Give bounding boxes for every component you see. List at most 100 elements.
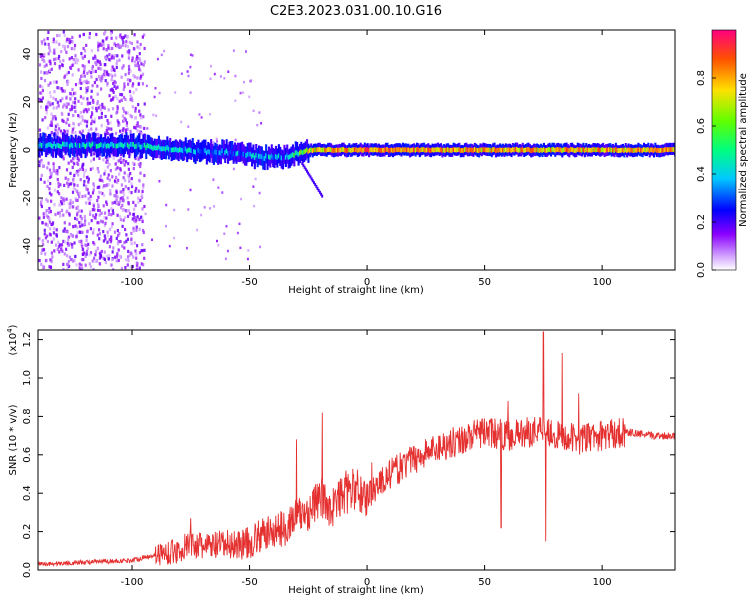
ridge-core bbox=[575, 148, 578, 153]
snr-scale-label: (x10 bbox=[8, 333, 19, 356]
noise-speck bbox=[126, 35, 129, 39]
noise-speck bbox=[67, 102, 70, 106]
ridge-core bbox=[526, 147, 529, 153]
noise-speck bbox=[50, 123, 54, 127]
noise-speck bbox=[217, 244, 220, 247]
ridge-core bbox=[471, 147, 474, 153]
noise-speck bbox=[49, 59, 52, 63]
noise-speck bbox=[63, 227, 66, 231]
noise-speck bbox=[131, 264, 134, 269]
noise-speck bbox=[74, 130, 77, 134]
noise-speck bbox=[86, 188, 89, 192]
noise-speck bbox=[126, 237, 129, 241]
noise-speck bbox=[103, 234, 106, 238]
noise-speck bbox=[58, 192, 61, 196]
noise-speck bbox=[111, 201, 114, 205]
ridge-core bbox=[338, 147, 341, 153]
noise-speck bbox=[114, 179, 117, 183]
noise-speck bbox=[44, 222, 47, 226]
ridge-tail bbox=[302, 163, 305, 167]
noise-speck bbox=[252, 109, 255, 113]
noise-speck bbox=[101, 39, 104, 43]
noise-speck bbox=[80, 239, 83, 243]
noise-speck bbox=[70, 39, 73, 44]
ridge-core bbox=[363, 147, 366, 152]
noise-speck bbox=[65, 197, 68, 201]
ridge-core bbox=[46, 142, 49, 148]
noise-speck bbox=[226, 249, 229, 253]
noise-speck bbox=[130, 115, 133, 119]
noise-speck bbox=[63, 201, 66, 205]
noise-speck bbox=[131, 59, 134, 63]
noise-speck bbox=[92, 56, 95, 60]
ridge-core bbox=[531, 148, 534, 153]
noise-speck bbox=[43, 180, 46, 184]
noise-speck bbox=[46, 166, 49, 170]
ridge-core bbox=[231, 149, 234, 155]
noise-speck bbox=[118, 159, 121, 163]
noise-speck bbox=[126, 111, 129, 115]
noise-speck bbox=[135, 218, 138, 222]
noise-speck bbox=[116, 252, 119, 256]
ridge-core bbox=[633, 148, 636, 153]
noise-speck bbox=[80, 217, 83, 221]
noise-speck bbox=[125, 123, 128, 127]
noise-speck bbox=[46, 102, 49, 106]
ridge-core bbox=[339, 147, 342, 153]
ridge-tail bbox=[315, 185, 318, 188]
y-tick-label: 0.8 bbox=[22, 408, 33, 424]
ridge-core bbox=[451, 147, 454, 153]
noise-speck bbox=[105, 72, 108, 76]
noise-speck bbox=[115, 110, 118, 114]
ridge-core bbox=[669, 147, 672, 152]
noise-speck bbox=[127, 82, 130, 86]
noise-speck bbox=[93, 120, 96, 124]
noise-speck bbox=[74, 61, 77, 65]
ridge-core bbox=[308, 148, 311, 153]
noise-speck bbox=[67, 237, 70, 241]
noise-speck bbox=[108, 238, 111, 242]
noise-speck bbox=[129, 172, 132, 176]
noise-speck bbox=[52, 231, 55, 235]
noise-speck bbox=[60, 247, 63, 251]
noise-speck bbox=[97, 41, 100, 45]
noise-speck bbox=[234, 138, 237, 142]
noise-speck bbox=[116, 180, 119, 184]
ridge-core bbox=[40, 143, 43, 148]
noise-speck bbox=[143, 102, 146, 106]
noise-speck bbox=[132, 91, 135, 95]
noise-speck bbox=[40, 76, 43, 81]
ridge-core bbox=[397, 147, 400, 152]
ridge-core bbox=[307, 149, 310, 154]
noise-speck bbox=[121, 128, 124, 132]
ridge-core bbox=[203, 148, 206, 153]
ridge-core bbox=[490, 148, 493, 153]
ridge-core bbox=[423, 147, 426, 152]
noise-speck bbox=[189, 188, 192, 192]
ridge-core bbox=[449, 147, 452, 153]
noise-speck bbox=[112, 81, 115, 86]
noise-speck bbox=[79, 268, 82, 270]
ridge-core bbox=[194, 149, 197, 155]
noise-speck bbox=[109, 189, 112, 193]
noise-speck bbox=[91, 119, 94, 123]
noise-speck bbox=[238, 222, 241, 226]
snr-scale-exp: 4 bbox=[6, 328, 14, 333]
ridge-core bbox=[613, 148, 616, 153]
noise-speck bbox=[72, 113, 75, 118]
ridge-core bbox=[125, 141, 128, 147]
noise-speck bbox=[121, 66, 124, 70]
noise-speck bbox=[121, 203, 124, 207]
noise-speck bbox=[122, 160, 125, 164]
ridge-core bbox=[672, 147, 675, 152]
noise-speck bbox=[75, 171, 78, 175]
ridge-core bbox=[135, 143, 138, 149]
spectrogram-marks bbox=[38, 30, 675, 270]
noise-speck bbox=[112, 56, 115, 60]
noise-speck bbox=[141, 207, 144, 211]
noise-speck bbox=[66, 254, 69, 258]
noise-speck bbox=[119, 129, 122, 133]
noise-speck bbox=[112, 67, 115, 71]
ridge-core bbox=[109, 142, 112, 147]
